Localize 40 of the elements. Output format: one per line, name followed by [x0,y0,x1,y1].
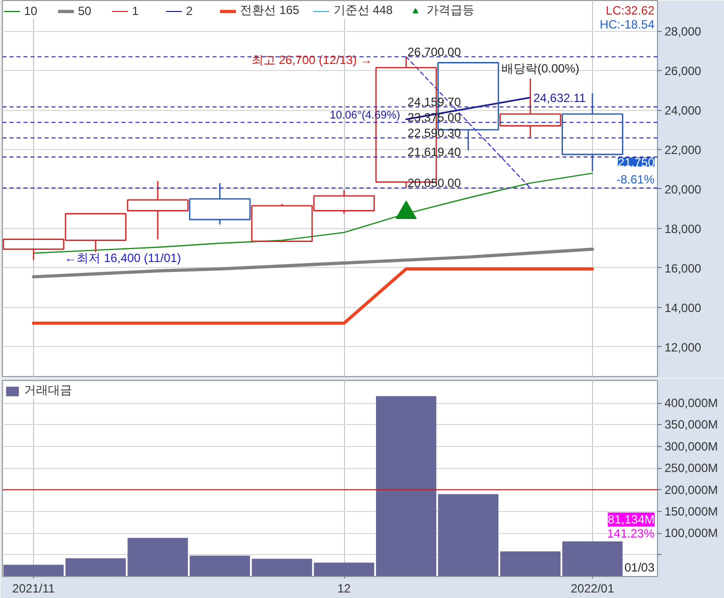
annotation: LC:32.62 [606,4,655,18]
y-tick-label: 150,000M [664,504,718,518]
ref-line-label: 26,700.00 [408,44,462,59]
annotation: 01/03 [624,560,655,574]
legend-label: 10 [24,4,38,18]
y-tick-label: 200,000M [664,482,718,497]
y-tick-label: 400,000M [664,396,718,410]
legend-label: 전환선 165 [240,2,300,19]
y-tick-label: 16,000 [664,261,702,276]
annotation: 81,134M [608,512,655,526]
y-tick-label: 26,000 [664,64,702,78]
y-tick-label: 18,000 [664,222,702,236]
y-tick-label: 14,000 [664,300,702,315]
y-tick-label: 24,000 [664,104,702,118]
x-tick-label: 12 [337,582,352,596]
annotation: 24,632.11 [533,91,586,106]
legend-label: 1 [132,4,140,18]
annotation: 141.23% [607,526,655,540]
annotation: 배당락(0.00%) [501,61,580,76]
legend-label: 50 [78,4,92,18]
x-tick-label: 2021/11 [12,582,56,596]
y-tick-label: 250,000M [664,461,718,476]
legend-label: 거래대금 [24,382,72,399]
annotation: -8.61% [616,172,655,186]
y-tick-label: 20,000 [664,182,702,196]
x-tick-label: 2022/01 [570,582,614,596]
legend-label: 가격급등 [426,2,475,19]
y-tick-label: 28,000 [664,24,702,39]
y-tick-label: 12,000 [664,340,702,354]
ref-line-label: 20,050.00 [408,176,462,190]
annotation: 21,750 [618,155,655,170]
annotation: HC:-18.54 [600,18,655,32]
annotation: 최고 26,700 (12/13) → [251,52,372,67]
y-tick-label: 350,000M [664,418,718,432]
y-tick-label: 100,000M [664,526,718,540]
y-tick-label: 22,000 [664,143,702,158]
annotation: ←최저 16,400 (11/01) [64,251,182,266]
y-tick-label: 300,000M [664,439,718,454]
legend-label: 2 [186,4,194,18]
legend-label: 기준선 448 [333,2,393,19]
